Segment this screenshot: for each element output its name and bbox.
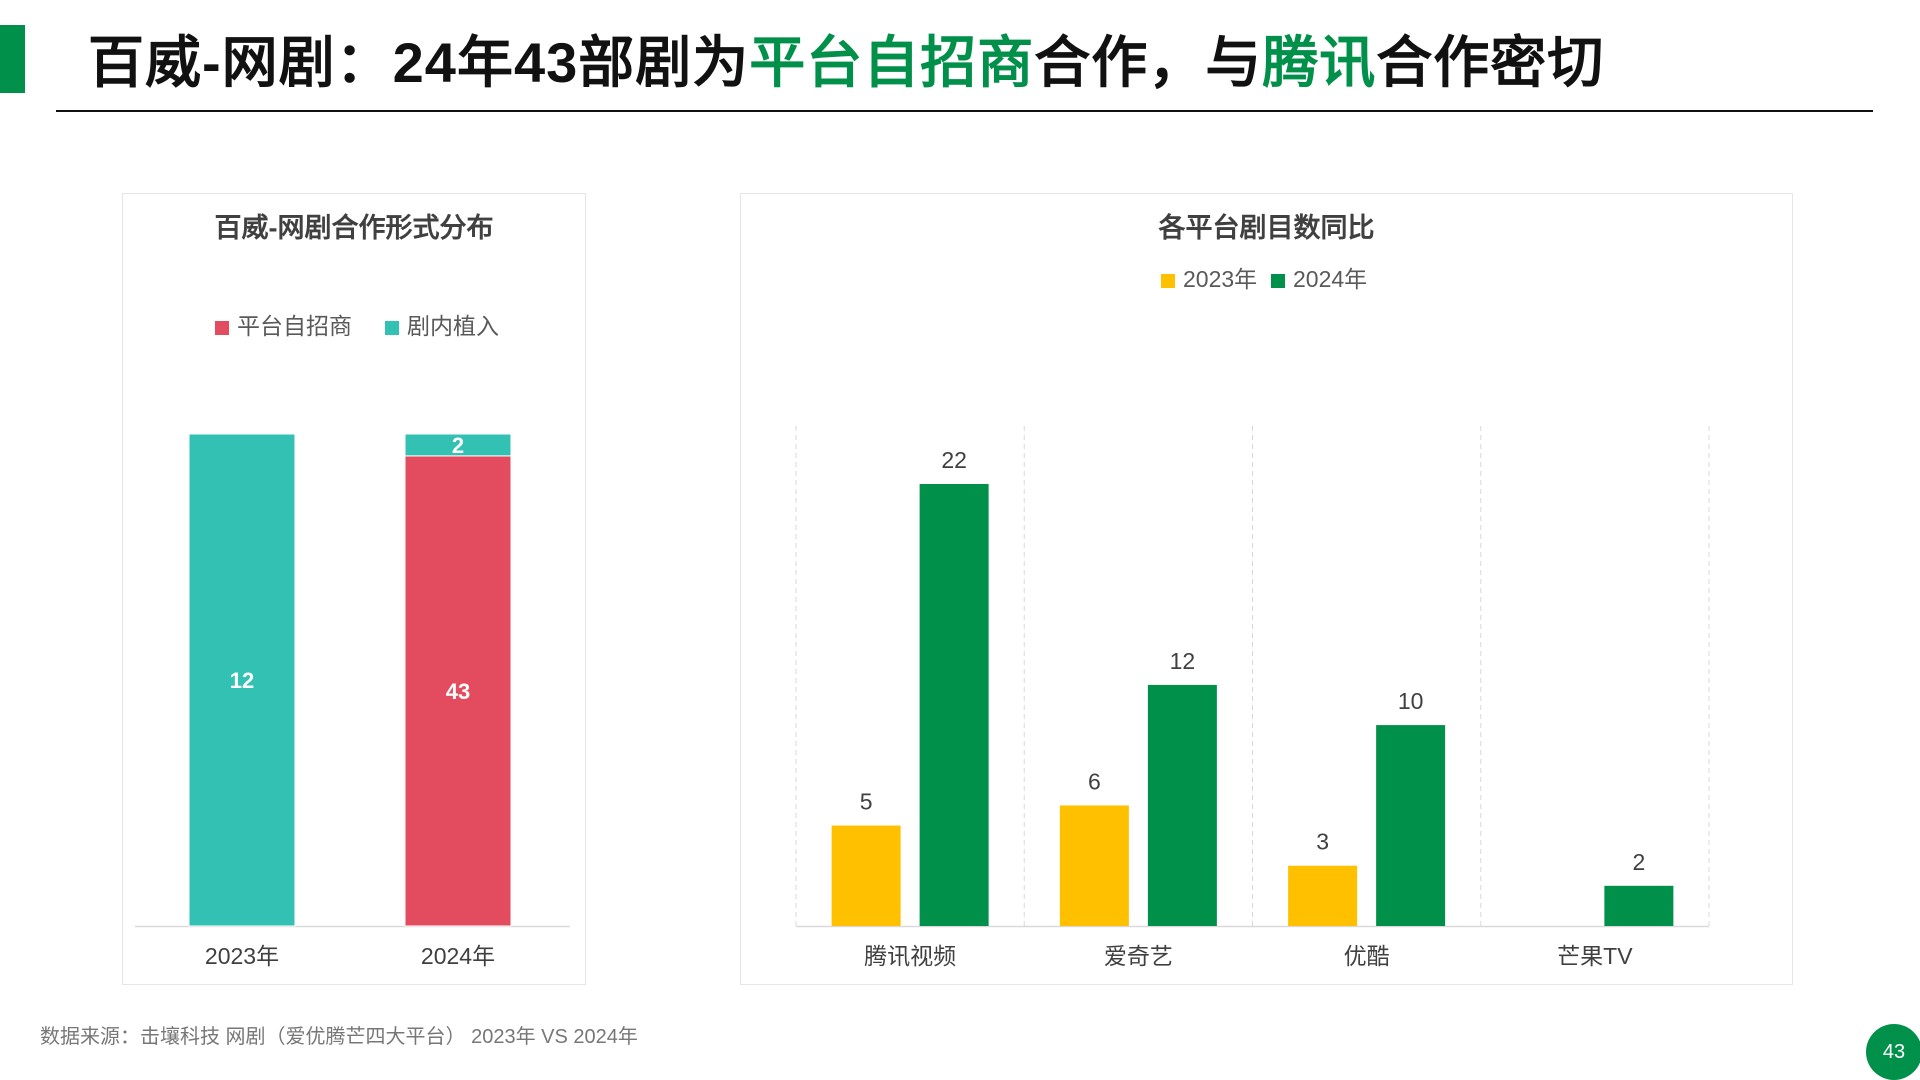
bar [1376, 725, 1446, 926]
x-tick-label: 优酷 [1344, 943, 1390, 969]
platform-comparison-chart: 各平台剧目数同比 2023年 2024年 5 22 腾讯视频 6 12 爱奇艺 3 10 优酷 2 芒果T… [795, 212, 1710, 969]
title-divider [56, 110, 1873, 112]
legend-label: 剧内植入 [407, 313, 499, 339]
page-number-badge: 43 [1866, 1024, 1920, 1080]
legend-label: 平台自招商 [237, 313, 352, 339]
title-highlight-2: 腾讯 [1262, 31, 1377, 94]
data-label: 2 [452, 433, 464, 458]
bar [1147, 684, 1217, 926]
data-label: 22 [941, 447, 967, 473]
data-label: 43 [446, 679, 470, 704]
bar-segment [404, 433, 512, 457]
data-label: 3 [1316, 829, 1329, 855]
bar [1059, 805, 1129, 926]
legend-label: 2024年 [1293, 266, 1367, 292]
x-tick-label: 2024年 [421, 943, 495, 969]
title-part-1: 百威-网剧：24年43部剧为 [88, 31, 750, 94]
legend-label: 2023年 [1183, 266, 1257, 292]
bar [919, 484, 989, 926]
x-tick-label: 芒果TV [1557, 943, 1633, 969]
data-label: 12 [1170, 648, 1196, 674]
data-label: 5 [860, 789, 873, 815]
data-label: 6 [1088, 768, 1101, 794]
cooperation-form-chart-panel: 百威-网剧合作形式分布平台自招商 剧内植入 12 2023年 43 2 2024年 [122, 193, 586, 985]
chart-title: 各平台剧目数同比 [1158, 212, 1375, 243]
legend-swatch [215, 321, 229, 335]
title-part-2: 合作，与 [1034, 31, 1263, 94]
chart-title: 百威-网剧合作形式分布 [215, 212, 494, 243]
bar [831, 825, 901, 926]
title-part-3: 合作密切 [1376, 31, 1605, 94]
data-label: 10 [1398, 688, 1424, 714]
x-tick-label: 腾讯视频 [864, 943, 956, 969]
x-tick-label: 爱奇艺 [1104, 943, 1173, 969]
page-title: 百威-网剧：24年43部剧为平台自招商合作，与腾讯合作密切 [88, 18, 1604, 99]
legend-swatch [385, 321, 399, 335]
data-label: 12 [230, 668, 254, 693]
bar [1288, 865, 1358, 926]
legend-swatch [1161, 274, 1175, 288]
bar-segment [188, 433, 296, 927]
legend-swatch [1271, 274, 1285, 288]
title-accent-bar [0, 25, 25, 93]
data-source-note: 数据来源：击壤科技 网剧（爱优腾芒四大平台） 2023年 VS 2024年 [40, 1026, 638, 1048]
bar [1604, 885, 1674, 926]
title-highlight-1: 平台自招商 [749, 31, 1035, 94]
platform-comparison-chart-panel: 各平台剧目数同比 2023年 2024年 5 22 腾讯视频 6 12 爱奇艺 3 10 优酷 2 芒果T… [740, 193, 1793, 985]
bar-segment [404, 455, 512, 927]
data-label: 2 [1632, 849, 1645, 875]
x-tick-label: 2023年 [205, 943, 279, 969]
